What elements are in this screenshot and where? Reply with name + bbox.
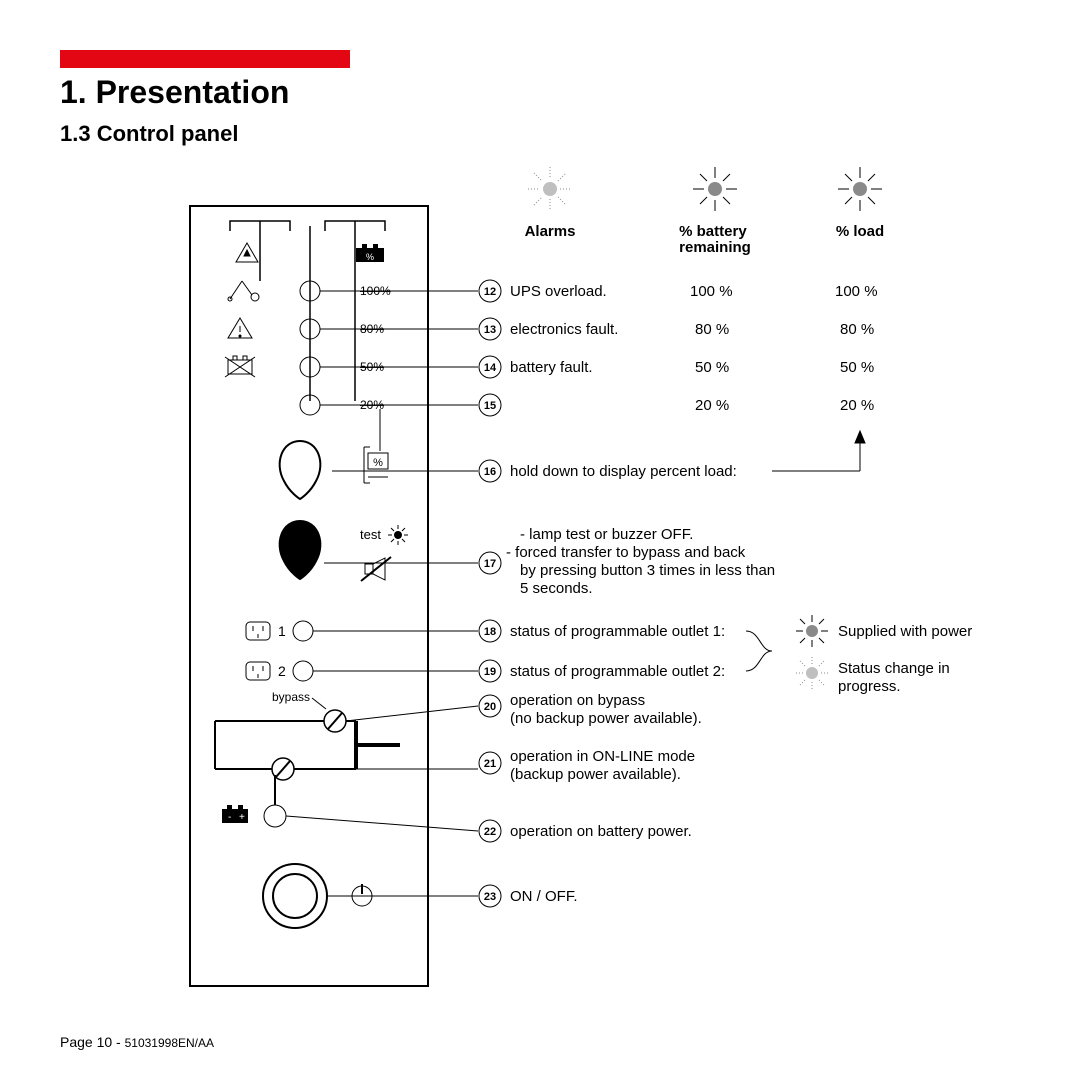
buzzer-off-icon (361, 557, 391, 581)
svg-text:16: 16 (484, 466, 496, 478)
load-col-value: 20 % (840, 397, 874, 414)
bypass-label: bypass (272, 690, 310, 704)
outlet-icon (246, 622, 270, 640)
callout-bubble: 18 (479, 620, 501, 642)
power-icon (352, 884, 372, 906)
callout-text: operation on battery power. (510, 823, 692, 840)
led-icon (264, 805, 286, 827)
led-shine-icon (796, 615, 828, 647)
svg-text:17: 17 (484, 558, 496, 570)
callout-text: status of programmable outlet 1: (510, 623, 725, 640)
callout-bubble: 21 (479, 752, 501, 774)
outlet1-label: 1 (278, 623, 286, 639)
svg-text:+: + (239, 812, 245, 823)
test-label: test (360, 527, 381, 542)
footer-page: Page 10 - (60, 1034, 125, 1050)
col-header-alarms: Alarms (525, 223, 576, 240)
callout-text: operation in ON-LINE mode (backup power … (510, 748, 699, 783)
callout-bubble: 19 (479, 660, 501, 682)
percent-load-button[interactable] (280, 441, 478, 499)
battery-fault-icon (225, 356, 255, 377)
callout-text: status of programmable outlet 2: (510, 663, 725, 680)
callout-leader (320, 291, 478, 405)
footer-docref: 51031998EN/AA (125, 1036, 214, 1050)
load-col-value: 50 % (840, 359, 874, 376)
arrow-up-icon (855, 431, 865, 443)
battery-percent-icon: % (356, 244, 384, 262)
svg-text:15: 15 (484, 400, 496, 412)
outlet2-label: 2 (278, 663, 286, 679)
legend-supplied: Supplied with power (838, 623, 972, 640)
led-shine-icon (838, 167, 882, 211)
callout-bubble: 20 (479, 695, 501, 717)
svg-text:%: % (366, 252, 374, 262)
chapter-title: 1. Presentation (60, 74, 1020, 111)
outlet-icon (246, 662, 270, 680)
callout-leader (286, 816, 478, 831)
led-glow-icon (796, 657, 828, 689)
svg-text:-: - (228, 812, 231, 823)
callout-bubble: 23 (479, 885, 501, 907)
callout-bubble: 12 (479, 280, 501, 302)
legend-changing: Status change in progress. (838, 660, 954, 695)
battery-col-value: 80 % (695, 321, 729, 338)
section-title: 1.3 Control panel (60, 121, 1020, 147)
battery-col-value: 50 % (695, 359, 729, 376)
callout-text: ON / OFF. (510, 888, 578, 905)
battery-icon: - + (222, 805, 248, 823)
callout-bubble: 16 (479, 460, 501, 482)
sun-icon (388, 525, 408, 545)
control-panel-outline (190, 206, 428, 986)
header-accent-bar (60, 50, 350, 68)
callout-text: - lamp test or buzzer OFF. - forced tran… (506, 526, 779, 597)
col-header-battery: % battery remaining (679, 223, 751, 256)
on-off-button[interactable] (263, 864, 327, 928)
callout-bubble: 17 (479, 552, 501, 574)
svg-text:23: 23 (484, 891, 496, 903)
callout-text: operation on bypass (no backup power ava… (510, 692, 702, 727)
brace (746, 631, 772, 671)
callout-bubble: 13 (479, 318, 501, 340)
svg-text:14: 14 (484, 362, 497, 374)
callout-bubble: 14 (479, 356, 501, 378)
load-col-value: 100 % (835, 283, 878, 300)
percent-glyph: % (364, 447, 388, 483)
battery-col-value: 100 % (690, 283, 733, 300)
svg-text:13: 13 (484, 324, 496, 336)
callout-text: hold down to display percent load: (510, 463, 737, 480)
callout-text: UPS overload. (510, 283, 607, 300)
battery-col-value: 20 % (695, 397, 729, 414)
svg-text:19: 19 (484, 666, 496, 678)
led-icon (293, 621, 313, 641)
svg-text:21: 21 (484, 758, 496, 770)
callout-text: battery fault. (510, 359, 593, 376)
svg-text:18: 18 (484, 626, 496, 638)
connector-line (312, 698, 326, 709)
led-glow-icon (528, 167, 572, 211)
callout-bubble: 22 (479, 820, 501, 842)
warning-icon (236, 243, 258, 262)
col-header-load: % load (836, 223, 884, 240)
page-footer: Page 10 - 51031998EN/AA (60, 1034, 214, 1050)
led-shine-icon (693, 167, 737, 211)
callout-bubble: 15 (479, 394, 501, 416)
svg-text:22: 22 (484, 826, 496, 838)
power-path-diagram (215, 706, 478, 780)
svg-text:%: % (373, 457, 383, 469)
overload-icon (228, 281, 259, 301)
svg-text:20: 20 (484, 701, 496, 713)
callout-text: electronics fault. (510, 321, 618, 338)
warning-icon (228, 318, 252, 338)
led-icon (293, 661, 313, 681)
control-panel-figure: Alarms % battery remaining % load (60, 161, 1020, 1006)
load-col-value: 80 % (840, 321, 874, 338)
svg-text:12: 12 (484, 286, 496, 298)
